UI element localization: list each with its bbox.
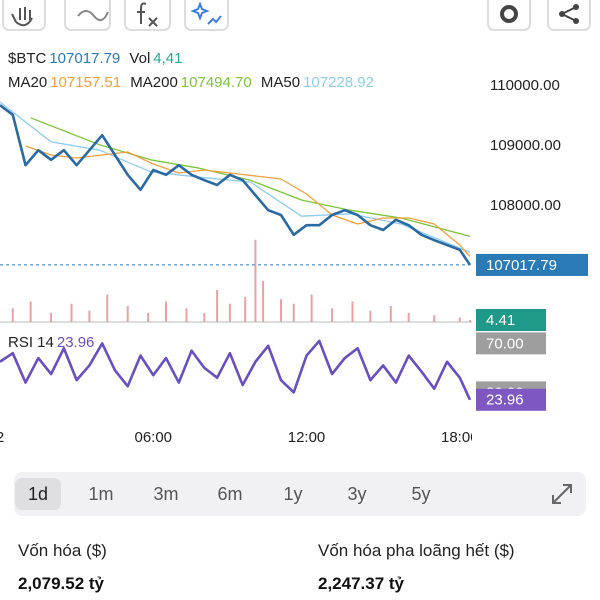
volume-bar	[11, 308, 14, 322]
wave-icon	[77, 10, 109, 22]
x-tick-label: 06:00	[134, 429, 172, 446]
volume-bar	[228, 303, 231, 322]
rsi-last-box	[476, 388, 546, 411]
volume-bar	[433, 315, 436, 322]
volume-box-label: 4.41	[486, 312, 515, 329]
line-button[interactable]	[64, 0, 111, 31]
volume-bar	[50, 312, 53, 322]
chart-bottom-mask	[472, 419, 600, 431]
legend-value: 23.96	[56, 334, 95, 351]
volume-bar	[165, 301, 168, 322]
timeframe-tab[interactable]: 1y	[283, 484, 303, 504]
volume-bar	[369, 310, 372, 322]
x-tick-label: 2	[0, 429, 4, 446]
stat-value: 2,247.37 tỷ	[318, 574, 405, 593]
timeframe-tab[interactable]: 5y	[411, 484, 431, 504]
legend-value: 4,41	[153, 50, 183, 67]
volume-bar	[292, 303, 295, 322]
rsi-tick-box	[476, 332, 546, 355]
legend-name: $BTC	[8, 50, 47, 67]
volume-bar	[310, 294, 313, 322]
volume-bar	[126, 306, 129, 322]
volume-bar	[106, 294, 109, 322]
volume-bar	[458, 317, 461, 322]
legend-name: MA50	[260, 74, 301, 91]
legend-name: MA200	[130, 74, 178, 91]
share-dot	[559, 11, 565, 17]
legend-name: Vol	[129, 50, 151, 67]
timeframe-tab[interactable]: 3m	[153, 484, 179, 504]
legend-line-1: $BTC 107017.79 Vol 4,41	[8, 50, 187, 67]
share-dot	[573, 18, 579, 24]
settings-button[interactable]	[487, 0, 531, 31]
hand-button[interactable]	[2, 0, 46, 31]
volume-bar	[29, 301, 32, 322]
x-tick-label: 12:00	[288, 429, 326, 446]
volume-bar	[331, 308, 334, 322]
gear-icon	[500, 5, 518, 23]
fx-button[interactable]	[124, 0, 171, 31]
rsi-last-box-label: 23.96	[486, 392, 524, 409]
volume-bar	[147, 312, 150, 322]
expand-icon[interactable]	[547, 479, 577, 509]
legend-line-2: MA20 107157.51 MA200 107494.70 MA50 107228.…	[8, 74, 379, 91]
volume-box	[476, 309, 546, 331]
legend-value: 107157.51	[50, 74, 122, 91]
volume-bar	[469, 319, 471, 322]
volume-bar	[185, 308, 188, 322]
timeframe-tab[interactable]: 6m	[217, 484, 243, 504]
y-tick-label: 109000.00	[490, 137, 561, 154]
ai-button[interactable]	[184, 0, 229, 31]
legend-value: 107228.92	[303, 74, 374, 91]
volume-bar	[262, 280, 265, 322]
legend-name: MA20	[8, 74, 48, 91]
last-price-box-label: 107017.79	[486, 257, 557, 274]
stat-label: Vốn hóa ($)	[18, 541, 107, 560]
share-dot	[573, 4, 579, 10]
y-tick-label: 108000.00	[490, 197, 561, 214]
y-tick-label: 110000.00	[490, 77, 560, 94]
toolbar	[2, 0, 591, 31]
stat-label: Vốn hóa pha loãng hết ($)	[318, 541, 515, 560]
series-line	[30, 117, 471, 237]
last-price-box	[476, 253, 588, 276]
series-line	[0, 339, 472, 401]
volume-bar	[203, 312, 206, 322]
rsi-tick-box-label: 70.00	[486, 335, 524, 352]
legend-value: 107017.79	[49, 50, 121, 67]
volume-bar	[216, 290, 219, 322]
volume-bar	[279, 299, 282, 322]
x-tick-label: 18:00	[441, 429, 479, 446]
legend-name: RSI 14	[8, 334, 54, 351]
timeframe-tab[interactable]: 1d	[15, 478, 61, 510]
series-line	[25, 145, 471, 257]
volume-bar	[351, 301, 354, 322]
hand-icon	[11, 7, 33, 27]
legend-value: 107494.70	[180, 74, 252, 91]
volume-bar	[244, 296, 247, 322]
chart: 2 06:00 12:00 18:00 110000.00 109000.00 108000…	[0, 0, 600, 446]
volume-bar	[88, 310, 91, 322]
volume-bar	[70, 303, 73, 322]
share-button[interactable]	[547, 0, 591, 31]
volume-bar	[254, 239, 257, 322]
rsi-legend: RSI 14 23.96	[8, 334, 99, 351]
sparkle-icon	[190, 1, 222, 25]
fx-icon	[137, 2, 158, 27]
volume-bar	[389, 306, 392, 322]
volume-bar	[407, 312, 410, 322]
timeframe-tab[interactable]: 3y	[347, 484, 367, 504]
stat-value: 2,079.52 tỷ	[18, 574, 105, 593]
timeframe-tabs: 1d 1m 3m 6m 1y 3y 5y	[14, 472, 586, 516]
series-line	[0, 104, 472, 266]
timeframe-tab[interactable]: 1m	[88, 484, 114, 504]
